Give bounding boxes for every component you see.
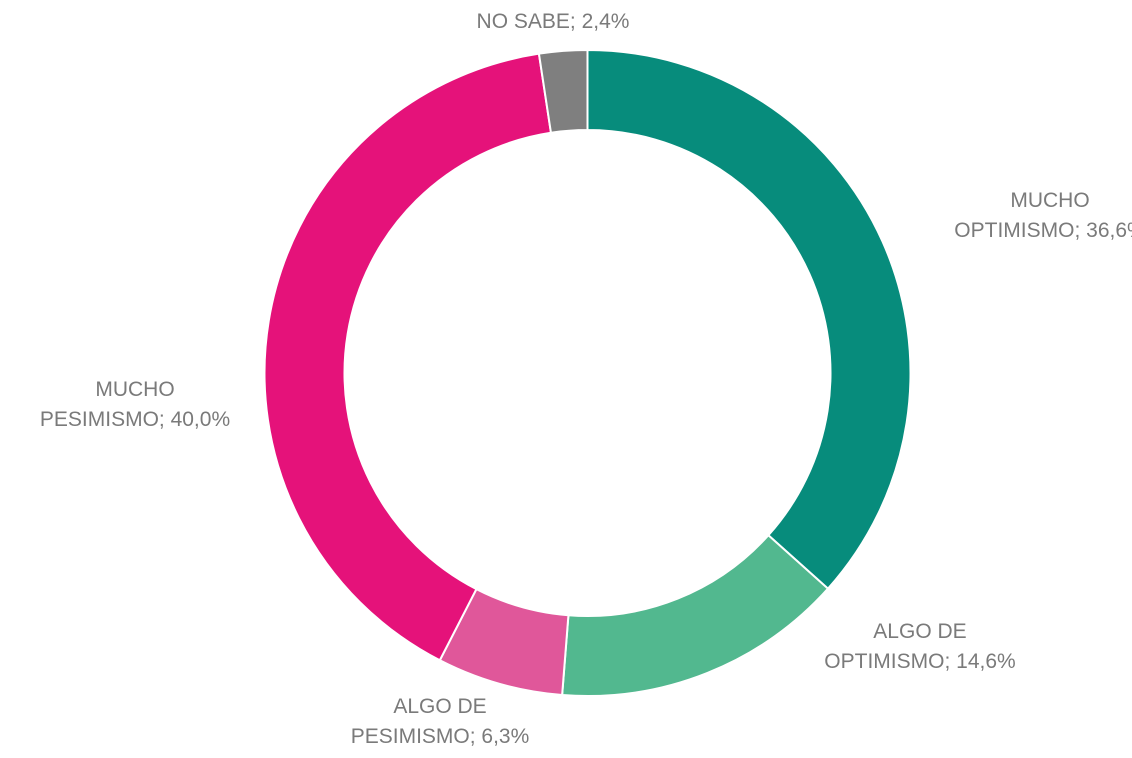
donut-segment xyxy=(263,52,553,662)
donut-segment xyxy=(561,533,830,697)
data-label: ALGO DE PESIMISMO; 6,3% xyxy=(350,695,530,748)
data-label: MUCHO OPTIMISMO; 36,6% xyxy=(954,189,1132,242)
data-label: ALGO DE OPTIMISMO; 14,6% xyxy=(824,620,1016,673)
data-label: NO SABE; 2,4% xyxy=(476,10,630,33)
donut-segment xyxy=(537,48,589,134)
donut-segment xyxy=(586,48,912,591)
data-label: MUCHO PESIMISMO; 40,0% xyxy=(39,378,231,431)
